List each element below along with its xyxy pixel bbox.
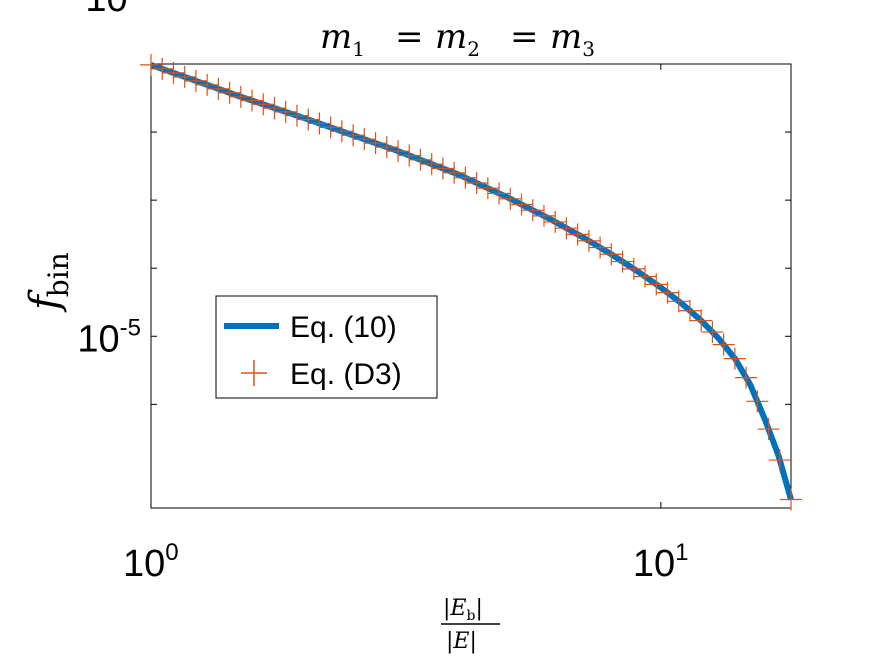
series-1-marker-41: [600, 243, 623, 266]
series-1-marker-52: [723, 347, 746, 370]
series-1-marker-56: [768, 449, 791, 472]
series-1-marker-45: [645, 273, 668, 296]
series-1-marker-33: [510, 193, 533, 216]
series-1-marker-10: [252, 93, 275, 116]
series-1-marker-55: [757, 418, 780, 441]
series-1-marker-6: [207, 77, 230, 100]
x-label-denominator: |E|: [446, 629, 477, 654]
series-1-marker-29: [465, 171, 488, 194]
y-tick-label-1: 10-5: [77, 314, 141, 360]
series-1-marker-32: [499, 187, 522, 210]
series-1-marker-8: [229, 85, 252, 108]
series-1-marker-44: [634, 265, 657, 288]
series-1-marker-34: [521, 199, 544, 222]
series-1-marker-39: [577, 229, 600, 252]
series-1-marker-46: [656, 281, 679, 304]
series-1-marker-7: [218, 81, 241, 104]
series-1-marker-51: [712, 333, 735, 356]
x-axis-label: |Eb| |E|: [441, 596, 500, 654]
series-1-marker-22: [387, 140, 410, 163]
series-1-marker-40: [589, 236, 612, 259]
series-1-marker-30: [476, 177, 499, 200]
series-1-marker-26: [431, 157, 454, 180]
series-1-marker-36: [544, 210, 567, 233]
axis-ticks: [150, 63, 791, 508]
legend-label-eq10: Eq. (10): [290, 311, 397, 344]
x-tick-label-0: 100: [123, 539, 179, 585]
series-1-marker-42: [611, 250, 634, 273]
series-1-marker-19: [353, 128, 376, 151]
x-tick-label-1: 101: [633, 539, 689, 585]
series-1-marker-9: [241, 89, 264, 112]
series-1-marker-4: [184, 69, 207, 92]
series-1-marker-28: [454, 166, 477, 189]
title-m3: m3: [550, 17, 595, 61]
axis-tick-labels: 100 101 10-5 100: [77, 0, 688, 585]
series-1-marker-53: [735, 366, 758, 389]
series-1-marker-17: [330, 120, 353, 143]
series-1-marker-2: [162, 61, 185, 84]
series-1-marker-31: [488, 182, 511, 205]
legend-label-eqd3: Eq. (D3): [290, 358, 402, 391]
series-1-marker-18: [342, 124, 365, 147]
series-1-marker-47: [667, 290, 690, 313]
series-1-marker-23: [398, 144, 421, 167]
series-1-marker-38: [566, 223, 589, 246]
legend-box: [215, 295, 438, 399]
y-axis-label: fbin: [22, 252, 75, 313]
series-1-marker-27: [443, 161, 466, 184]
series-1-marker-48: [678, 299, 701, 322]
x-label-numerator: |Eb|: [443, 596, 483, 624]
legend-marker-sample: [241, 360, 267, 386]
series-1-marker-0: [140, 53, 162, 76]
series-1-marker-14: [297, 108, 320, 131]
title-eq-2: =: [510, 17, 539, 57]
series-1-marker-21: [375, 136, 398, 159]
series-1-marker-20: [364, 132, 387, 155]
title-m1: m1: [320, 17, 365, 61]
chart-title: m1 = m2 = m3: [320, 17, 595, 61]
series-1-marker-25: [420, 153, 443, 176]
series-1-marker-49: [690, 309, 713, 332]
series-1-marker-1: [151, 57, 174, 80]
series-1-marker-50: [701, 321, 724, 344]
series-1-marker-15: [308, 112, 331, 135]
plot-area: [150, 63, 792, 509]
series-1-marker-5: [196, 73, 219, 96]
y-tick-label-6: 100: [85, 0, 141, 20]
title-eq-1: =: [395, 17, 424, 57]
series-1-marker-13: [285, 104, 308, 127]
series-1-marker-24: [409, 148, 432, 171]
series-1-marker-54: [746, 390, 769, 413]
series-1-marker-12: [274, 100, 297, 123]
series-1-marker-57: [780, 488, 802, 511]
title-m2: m2: [435, 17, 480, 61]
legend: Eq. (10) Eq. (D3): [215, 295, 438, 399]
series-1-marker-37: [555, 217, 578, 240]
series-1-marker-16: [319, 116, 342, 139]
series-1-marker-3: [173, 65, 196, 88]
series-line-0: [149, 62, 794, 501]
series-1-marker-35: [532, 204, 555, 227]
series-1-marker-11: [263, 97, 286, 120]
series-layer: [140, 53, 802, 511]
series-1-marker-43: [622, 257, 645, 280]
svg-text:fbin: fbin: [22, 252, 75, 313]
